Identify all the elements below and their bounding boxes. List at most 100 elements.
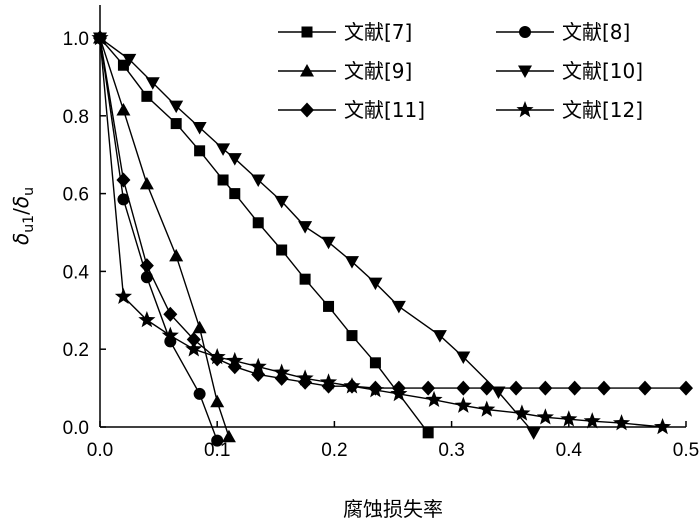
data-point — [122, 53, 137, 67]
data-point — [138, 311, 156, 328]
x-tick-label: 0.2 — [321, 440, 347, 461]
data-point — [117, 59, 129, 71]
series-2 — [94, 32, 224, 447]
data-point — [194, 145, 206, 157]
data-point — [221, 429, 236, 443]
data-point — [612, 414, 631, 431]
data-point — [391, 300, 406, 314]
data-point — [116, 102, 131, 116]
x-tick-label: 0.1 — [204, 440, 230, 461]
data-point — [229, 188, 241, 200]
legend: 文献[7] 文献[8] 文献[9] 文献[10] 文献[11] 文献[12] — [278, 20, 643, 122]
legend-item: 文献[10] — [496, 59, 643, 83]
legend-item: 文献[8] — [496, 20, 630, 44]
data-point — [186, 331, 201, 347]
data-point — [217, 174, 229, 186]
legend-marker — [301, 26, 313, 38]
data-point — [274, 195, 289, 209]
data-point — [596, 380, 611, 396]
legend-item: 文献[11] — [278, 98, 425, 122]
data-point — [117, 193, 130, 206]
data-point — [425, 390, 443, 408]
data-point — [170, 118, 182, 130]
data-point — [273, 363, 291, 380]
legend-label: 文献[9] — [344, 59, 412, 83]
data-point — [185, 340, 203, 357]
data-point — [249, 357, 267, 374]
data-point — [192, 320, 207, 334]
y-axis-title: δu1/δu — [9, 187, 37, 245]
data-point — [252, 217, 264, 229]
data-point — [323, 300, 335, 312]
data-point — [479, 380, 494, 396]
data-point — [145, 77, 160, 90]
data-point — [390, 384, 408, 402]
data-point — [654, 418, 672, 435]
data-point — [141, 90, 153, 102]
data-point — [210, 394, 225, 408]
legend-label: 文献[10] — [562, 59, 643, 83]
ticks: 0.0 0.1 0.2 0.3 0.4 0.5 0.0 0.2 0.4 0.6 0.8 1.0 — [63, 29, 700, 461]
data-point — [169, 100, 184, 114]
y-tick-label: 0.4 — [63, 262, 90, 283]
data-point — [454, 396, 472, 413]
data-point — [422, 427, 434, 439]
legend-label: 文献[8] — [562, 20, 630, 44]
data-point — [637, 380, 652, 396]
legend-label: 文献[12] — [562, 98, 643, 122]
data-point — [583, 412, 601, 429]
data-point — [536, 408, 554, 425]
series-3 — [93, 31, 236, 443]
y-axis-title-denom: δ — [9, 196, 33, 208]
data-point — [369, 357, 381, 369]
data-point — [432, 330, 447, 343]
legend-item: 文献[9] — [278, 59, 412, 83]
x-tick-label: 0.4 — [556, 440, 583, 461]
legend-item: 文献[7] — [278, 20, 412, 44]
legend-item: 文献[12] — [496, 98, 643, 122]
data-point — [169, 248, 184, 262]
data-point — [298, 221, 313, 234]
series-layer — [91, 29, 693, 447]
series-line — [99, 37, 230, 437]
legend-marker — [518, 65, 532, 78]
data-point — [296, 369, 314, 386]
data-point — [567, 380, 582, 396]
data-point — [211, 434, 224, 447]
legend-marker — [516, 101, 534, 118]
series-5 — [93, 30, 693, 396]
y-axis-title-slash: / — [9, 208, 33, 215]
series-6 — [91, 29, 672, 435]
data-point — [140, 271, 153, 284]
data-point — [526, 427, 541, 440]
data-point — [116, 172, 131, 188]
y-tick-label: 1.0 — [63, 29, 89, 50]
data-point — [161, 326, 179, 343]
data-point — [227, 153, 242, 166]
data-point — [343, 377, 361, 394]
x-tick-label: 0.5 — [673, 440, 699, 461]
data-point — [478, 400, 496, 417]
x-tick-label: 0.0 — [87, 440, 113, 461]
x-axis-title: 腐蚀损失率 — [343, 497, 443, 521]
data-point — [456, 351, 471, 364]
data-point — [193, 387, 206, 400]
series-line — [99, 37, 686, 389]
legend-marker — [300, 102, 314, 118]
data-point — [346, 330, 358, 342]
data-point — [276, 244, 288, 256]
data-point — [421, 380, 436, 396]
legend-marker — [300, 64, 314, 77]
y-tick-label: 0.2 — [63, 340, 89, 361]
data-point — [251, 174, 266, 187]
data-point — [560, 410, 578, 427]
data-point — [299, 273, 311, 285]
legend-marker — [519, 26, 531, 38]
data-point — [321, 236, 336, 250]
data-point — [344, 256, 359, 269]
data-point — [163, 306, 178, 322]
data-point — [366, 381, 384, 398]
y-tick-label: 0.8 — [63, 107, 89, 128]
data-point — [491, 386, 506, 399]
data-point — [226, 351, 244, 369]
